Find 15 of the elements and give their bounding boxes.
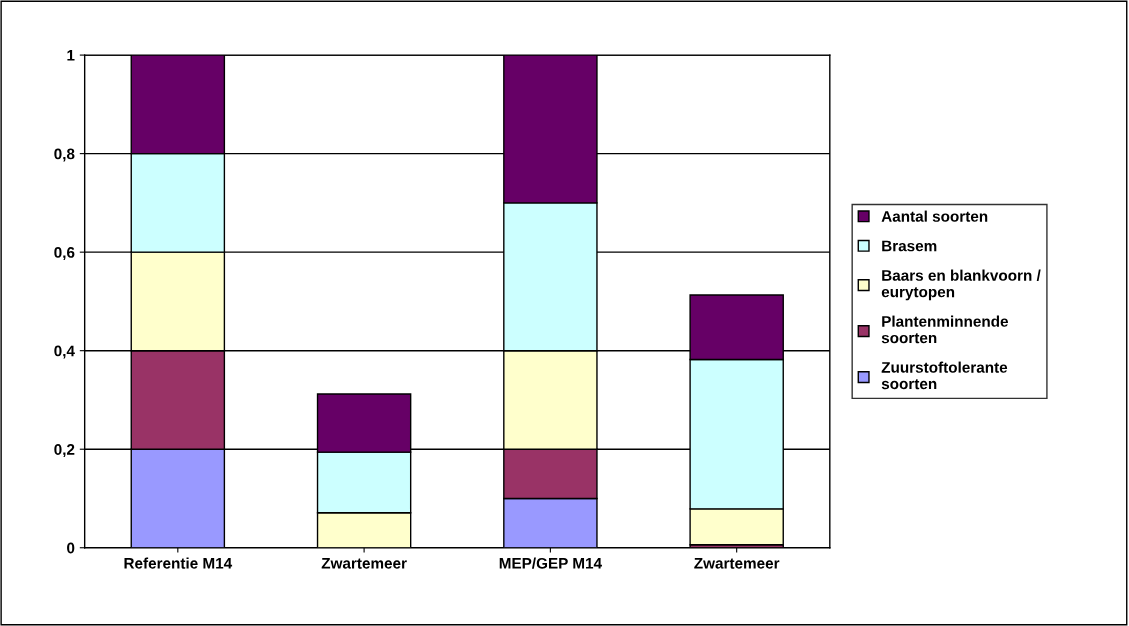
y-tick-label: 0,4 [54, 345, 75, 359]
legend-label: Baars en blankvoorn / eurytopen [881, 269, 1041, 301]
x-tick-label: MEP/GEP M14 [499, 557, 602, 569]
legend-label: Plantenminnende soorten [881, 315, 1009, 344]
legend-label: Zuurstoftolerante soorten [881, 361, 1008, 390]
y-tick-label: 1 [67, 50, 75, 61]
x-tick-label: Zwartemeer [321, 558, 407, 569]
x-tick-label: Zwartemeer [694, 558, 780, 569]
x-tick-label: Referentie M14 [124, 557, 233, 569]
y-tick-label: 0,8 [54, 148, 75, 162]
y-tick-label: 0,6 [54, 247, 75, 261]
y-tick-label: 0,2 [54, 444, 75, 458]
legend-label: Aantal soorten [881, 210, 988, 222]
y-tick-label: 0 [67, 542, 75, 554]
legend-label: Brasem [882, 240, 937, 252]
